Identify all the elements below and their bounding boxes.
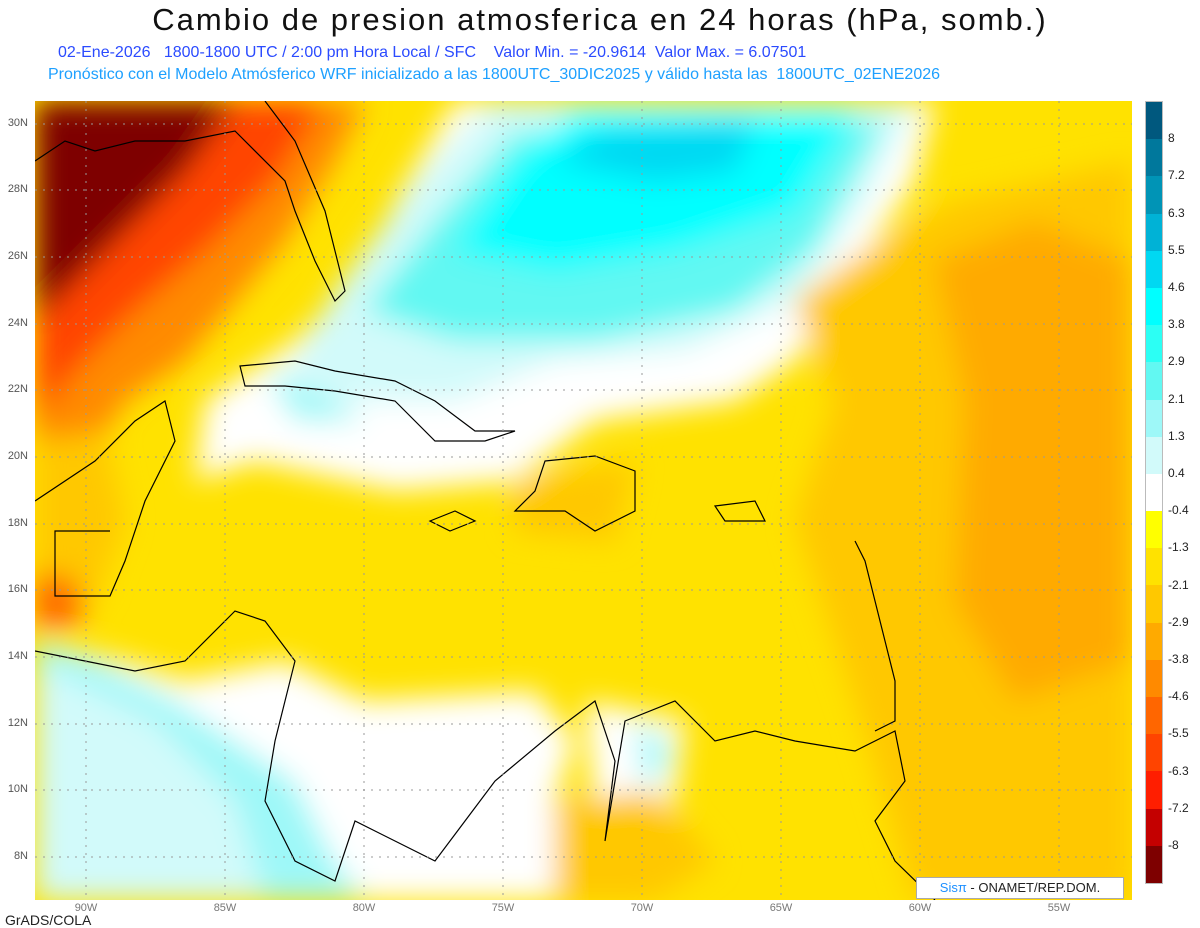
onamet-credit: - ONAMET/REP.DOM. <box>966 880 1101 895</box>
lat-label: 8N <box>13 850 28 862</box>
lon-label: 70W <box>630 902 654 914</box>
colorbar-swatch <box>1146 622 1162 660</box>
colorbar-label: 8 <box>1168 131 1175 146</box>
colorbar-swatch <box>1146 139 1162 177</box>
lon-label: 55W <box>1047 902 1071 914</box>
colorbar-label: 0.4 <box>1168 466 1185 480</box>
colorbar-label: 2.9 <box>1168 354 1185 369</box>
lat-label: 26N <box>7 250 28 262</box>
colorbar-swatch <box>1146 176 1162 214</box>
colorbar-label: 3.8 <box>1168 317 1185 332</box>
colorbar-swatch <box>1146 399 1162 437</box>
colorbar-swatch <box>1146 473 1162 512</box>
colorbar-label: 2.1 <box>1168 391 1185 406</box>
colorbar-swatch <box>1146 808 1162 846</box>
colorbar-swatch <box>1146 771 1162 809</box>
lon-label: 65W <box>769 902 793 914</box>
onamet-logo: Sisπ - ONAMET/REP.DOM. <box>916 877 1124 899</box>
colorbar-swatch <box>1146 548 1162 586</box>
colorbar-swatch <box>1146 734 1162 772</box>
colorbar-swatch <box>1146 845 1162 883</box>
map-subtitle-model: Pronóstico con el Modelo Atmósferico WRF… <box>48 66 941 83</box>
colorbar-label: -4.6 <box>1168 689 1189 704</box>
colorbar-label: -1.3 <box>1168 540 1189 555</box>
lon-label: 85W <box>213 902 237 914</box>
colorbar-label: 1.3 <box>1168 428 1185 443</box>
colorbar <box>1145 101 1163 884</box>
colorbar-label: 5.5 <box>1168 242 1185 257</box>
colorbar-label: 4.6 <box>1168 280 1185 294</box>
map-subtitle-date: 02-Ene-2026 1800-1800 UTC / 2:00 pm Hora… <box>58 44 807 61</box>
lat-label: 30N <box>7 117 28 129</box>
colorbar-swatch <box>1146 250 1162 288</box>
grads-credit: GrADS/COLA <box>5 912 92 928</box>
colorbar-swatch <box>1146 102 1162 140</box>
colorbar-swatch <box>1146 659 1162 697</box>
colorbar-swatch <box>1146 511 1162 549</box>
colorbar-swatch <box>1146 213 1162 251</box>
graticule <box>35 101 1132 900</box>
lon-label: 80W <box>352 902 376 914</box>
sispi-logo-text: Sisπ <box>939 880 967 895</box>
lat-label: 22N <box>7 383 28 395</box>
map-title: Cambio de presion atmosferica en 24 hora… <box>152 2 1048 37</box>
colorbar-label: -8 <box>1168 838 1179 852</box>
colorbar-label: -2.9 <box>1168 614 1189 629</box>
lat-label: 14N <box>7 650 28 662</box>
colorbar-label: -6.3 <box>1168 763 1189 778</box>
colorbar-label: -0.4 <box>1168 503 1189 518</box>
coastlines <box>35 101 936 900</box>
colorbar-swatch <box>1146 325 1162 363</box>
lat-label: 10N <box>7 783 28 795</box>
lat-label: 12N <box>7 717 28 729</box>
lat-label: 24N <box>7 317 28 329</box>
lat-label: 18N <box>7 517 28 529</box>
colorbar-label: -7.2 <box>1168 800 1189 815</box>
colorbar-label: -5.5 <box>1168 726 1189 741</box>
colorbar-label: 6.3 <box>1168 205 1185 220</box>
lon-label: 90W <box>74 902 98 914</box>
colorbar-swatch <box>1146 697 1162 735</box>
colorbar-swatch <box>1146 585 1162 623</box>
lat-label: 28N <box>7 183 28 195</box>
colorbar-swatch <box>1146 287 1162 326</box>
colorbar-swatch <box>1146 436 1162 474</box>
colorbar-label: -2.1 <box>1168 577 1189 592</box>
lon-label: 60W <box>908 902 932 914</box>
colorbar-swatch <box>1146 362 1162 400</box>
pressure-change-map <box>35 101 1132 900</box>
lat-label: 16N <box>7 583 28 595</box>
colorbar-label: -3.8 <box>1168 652 1189 666</box>
lat-label: 20N <box>7 450 28 462</box>
colorbar-label: 7.2 <box>1168 168 1185 183</box>
lon-label: 75W <box>491 902 515 914</box>
